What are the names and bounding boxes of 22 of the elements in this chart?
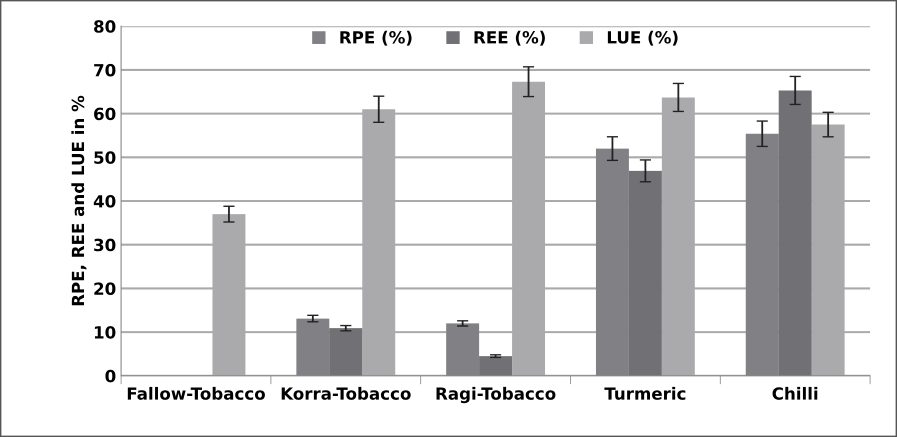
bar xyxy=(778,90,812,376)
legend-label: LUE (%) xyxy=(608,30,678,46)
y-tick-label: 30 xyxy=(94,238,116,252)
y-tick-label: 0 xyxy=(105,370,116,382)
y-tick-label: 10 xyxy=(94,326,116,339)
x-tick-label: Ragi-Tobacco xyxy=(436,386,556,404)
bar xyxy=(479,356,512,376)
x-tick-label: Turmeric xyxy=(604,386,686,400)
y-tick-label: 70 xyxy=(94,64,116,76)
y-tick-label: 60 xyxy=(94,108,116,120)
y-tick-label: 80 xyxy=(94,20,116,33)
y-tick-label: 20 xyxy=(94,282,116,295)
bar xyxy=(329,328,362,376)
x-tick-label: Korra-Tobacco xyxy=(282,386,411,400)
x-tick-label: Fallow-Tobacco xyxy=(128,386,265,400)
legend-label: REE (%) xyxy=(474,30,545,46)
y-tick-label: 40 xyxy=(94,194,116,208)
y-axis-title: RPE, REE and LUE in % xyxy=(71,96,86,306)
x-tick-label: Chilli xyxy=(772,386,818,400)
legend-label: RPE (%) xyxy=(340,30,412,46)
bar xyxy=(628,170,662,376)
y-tick-label: 50 xyxy=(94,151,116,164)
